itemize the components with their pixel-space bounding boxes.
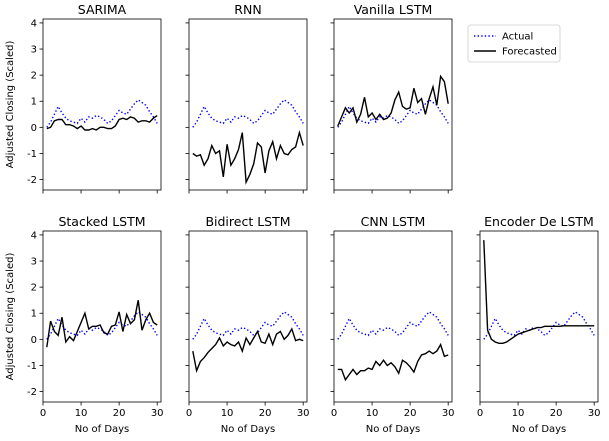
panel-title: Encoder De LSTM	[484, 214, 594, 229]
x-axis-label: No of Days	[221, 424, 276, 435]
actual-series-line	[192, 98, 304, 128]
panel-3: Stacked LSTM -2 -1 0 1 2 3 4 0 10 20 30 No of Days Ad…	[5, 214, 164, 435]
y-axis-label: Adjusted Closing (Scaled)	[5, 41, 16, 169]
panel-title: Stacked LSTM	[58, 214, 145, 229]
forecast-series-line	[337, 74, 449, 127]
y-tick-label: 3	[31, 257, 37, 268]
forecast-series-line	[483, 240, 595, 344]
x-tick-label: 10	[221, 408, 234, 419]
x-tick-label: 20	[404, 408, 417, 419]
x-tick-label: 30	[297, 408, 310, 419]
y-tick-label: 2	[31, 283, 37, 294]
panel-title: Vanilla LSTM	[354, 2, 433, 17]
x-tick-label: 0	[477, 408, 483, 419]
y-tick-label: 1	[31, 309, 37, 320]
y-tick-label: -2	[27, 387, 37, 398]
panel-title: RNN	[234, 2, 261, 17]
legend-label: Actual	[502, 32, 533, 43]
x-tick-label: 10	[512, 408, 525, 419]
panel-frame	[42, 18, 162, 191]
y-tick-label: 1	[31, 97, 37, 108]
panel-frame	[188, 230, 308, 403]
y-tick-label: 0	[31, 123, 37, 134]
x-tick-label: 20	[550, 408, 563, 419]
actual-series-line	[483, 310, 595, 340]
y-tick-label: -2	[27, 175, 37, 186]
y-tick-label: 4	[31, 230, 37, 241]
panel-frame	[42, 230, 162, 403]
panel-1: RNN	[185, 2, 308, 194]
x-tick-label: 10	[366, 408, 379, 419]
x-axis-label: No of Days	[75, 424, 130, 435]
forecast-series-line	[46, 115, 158, 131]
y-axis-label: Adjusted Closing (Scaled)	[5, 253, 16, 381]
panel-6: Encoder De LSTM 0 10 20 30 No of Days	[476, 214, 601, 435]
x-axis-label: No of Days	[512, 424, 567, 435]
x-tick-label: 30	[151, 408, 164, 419]
panel-frame	[333, 18, 453, 191]
forecast-series-line	[192, 327, 304, 374]
panel-title: CNN LSTM	[361, 214, 426, 229]
x-tick-label: 30	[588, 408, 601, 419]
actual-series-line	[337, 310, 449, 340]
forecast-series-line	[192, 129, 304, 185]
y-tick-label: 3	[31, 45, 37, 56]
x-tick-label: 30	[442, 408, 455, 419]
y-tick-label: 0	[31, 335, 37, 346]
y-tick-label: 2	[31, 71, 37, 82]
panel-4: Bidirect LSTM 0 10 20 30 No of Days	[185, 214, 310, 435]
panel-5: CNN LSTM 0 10 20 30 No of Days	[330, 214, 455, 435]
actual-series-line	[192, 310, 304, 340]
panel-0: SARIMA -2 -1 0 1 2 3 4 Adjusted Closing (Scaled)	[5, 2, 162, 194]
panel-2: Vanilla LSTM	[330, 2, 453, 194]
x-tick-label: 20	[113, 408, 126, 419]
x-axis-label: No of Days	[366, 424, 421, 435]
legend-label: Forecasted	[502, 47, 557, 58]
panel-frame	[333, 230, 453, 403]
legend: Actual Forecasted	[467, 24, 561, 63]
forecast-series-line	[46, 300, 158, 348]
panel-frame	[188, 18, 308, 191]
x-tick-label: 20	[259, 408, 272, 419]
x-tick-label: 10	[75, 408, 88, 419]
y-tick-label: 4	[31, 18, 37, 29]
legend-box	[467, 24, 561, 63]
panel-title: SARIMA	[78, 2, 127, 17]
panel-title: Bidirect LSTM	[205, 214, 290, 229]
x-tick-label: 0	[40, 408, 46, 419]
actual-series-line	[46, 98, 158, 128]
forecast-series-line	[337, 342, 449, 382]
y-tick-label: -1	[27, 361, 37, 372]
x-tick-label: 0	[186, 408, 192, 419]
panel-frame	[479, 230, 599, 403]
x-tick-label: 0	[331, 408, 337, 419]
y-tick-label: -1	[27, 149, 37, 160]
